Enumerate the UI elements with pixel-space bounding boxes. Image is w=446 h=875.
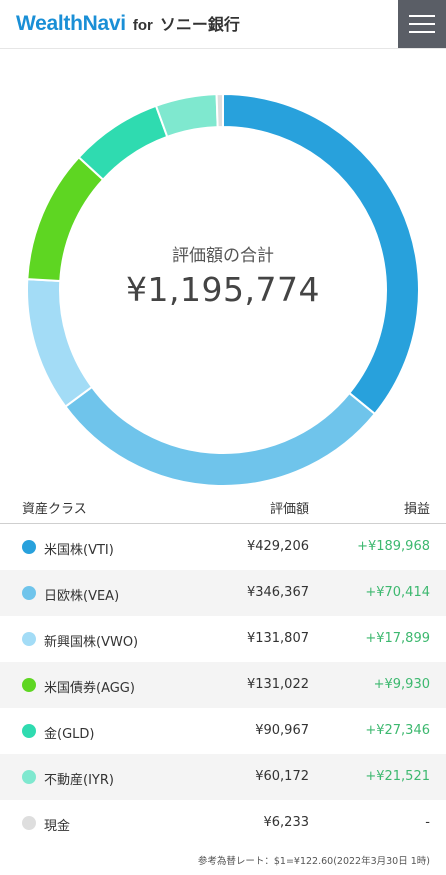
- asset-gain: +¥21,521: [365, 769, 430, 784]
- donut-slice-4: [77, 104, 169, 182]
- header-gain: 損益: [403, 502, 430, 517]
- asset-value: ¥60,172: [255, 769, 309, 784]
- asset-gain: -: [425, 815, 430, 830]
- allocation-donut-chart: 評価額の合計 ¥1,195,774: [0, 48, 446, 488]
- table-row[interactable]: 不動産(IYR) ¥60,172 +¥21,521: [0, 754, 446, 800]
- exchange-rate-note: 参考為替レート：$1=¥122.60(2022年3月30日 1時): [197, 856, 430, 867]
- asset-gain: +¥189,968: [357, 539, 430, 554]
- table-body: 米国株(VTI) ¥429,206 +¥189,968 日欧株(VEA) ¥34…: [0, 524, 446, 846]
- asset-name: 新興国株(VWO): [44, 635, 139, 650]
- table-header: 資産クラス 評価額 損益: [0, 488, 446, 524]
- color-dot: [22, 586, 36, 600]
- menu-line: [409, 23, 435, 25]
- table-row[interactable]: 日欧株(VEA) ¥346,367 +¥70,414: [0, 570, 446, 616]
- asset-name: 現金: [44, 819, 71, 834]
- menu-line: [409, 31, 435, 33]
- asset-value: ¥131,022: [246, 677, 309, 692]
- asset-table: 資産クラス 評価額 損益 米国株(VTI) ¥429,206 +¥189,968…: [0, 488, 446, 846]
- asset-name: 米国株(VTI): [44, 543, 114, 558]
- brand-logo[interactable]: WealthNavi for ソニー銀行: [16, 11, 240, 37]
- color-dot: [22, 770, 36, 784]
- asset-value: ¥6,233: [263, 815, 310, 830]
- asset-name: 日欧株(VEA): [44, 589, 120, 604]
- hamburger-menu-icon[interactable]: [398, 0, 446, 48]
- brand-for: for: [132, 17, 153, 34]
- donut-slice-5: [154, 93, 219, 139]
- donut-slice-1: [64, 385, 377, 487]
- table-row[interactable]: 米国株(VTI) ¥429,206 +¥189,968: [0, 524, 446, 570]
- asset-value: ¥429,206: [246, 539, 309, 554]
- asset-value: ¥131,807: [246, 631, 309, 646]
- brand-bank: ソニー銀行: [159, 15, 240, 34]
- color-dot: [22, 816, 36, 830]
- asset-value: ¥90,967: [255, 723, 309, 738]
- app-header: WealthNavi for ソニー銀行: [0, 0, 446, 49]
- header-value: 評価額: [269, 502, 309, 517]
- asset-name: 不動産(IYR): [44, 773, 114, 788]
- table-row[interactable]: 現金 ¥6,233 -: [0, 800, 446, 846]
- color-dot: [22, 724, 36, 738]
- asset-gain: +¥17,899: [365, 631, 430, 646]
- total-value: ¥1,195,774: [126, 270, 320, 309]
- donut-svg: [26, 92, 420, 487]
- asset-value: ¥346,367: [246, 585, 309, 600]
- brand-name: WealthNavi: [16, 12, 126, 35]
- total-label: 評価額の合計: [172, 246, 274, 266]
- asset-gain: +¥70,414: [365, 585, 430, 600]
- asset-name: 米国債券(AGG): [44, 681, 135, 696]
- table-row[interactable]: 米国債券(AGG) ¥131,022 +¥9,930: [0, 662, 446, 708]
- header-asset-class: 資産クラス: [22, 502, 87, 517]
- asset-gain: +¥9,930: [373, 677, 430, 692]
- menu-line: [409, 15, 435, 17]
- color-dot: [22, 632, 36, 646]
- table-row[interactable]: 新興国株(VWO) ¥131,807 +¥17,899: [0, 616, 446, 662]
- asset-name: 金(GLD): [44, 727, 95, 742]
- table-row[interactable]: 金(GLD) ¥90,967 +¥27,346: [0, 708, 446, 754]
- asset-gain: +¥27,346: [365, 723, 430, 738]
- color-dot: [22, 540, 36, 554]
- donut-slice-6: [215, 92, 224, 129]
- color-dot: [22, 678, 36, 692]
